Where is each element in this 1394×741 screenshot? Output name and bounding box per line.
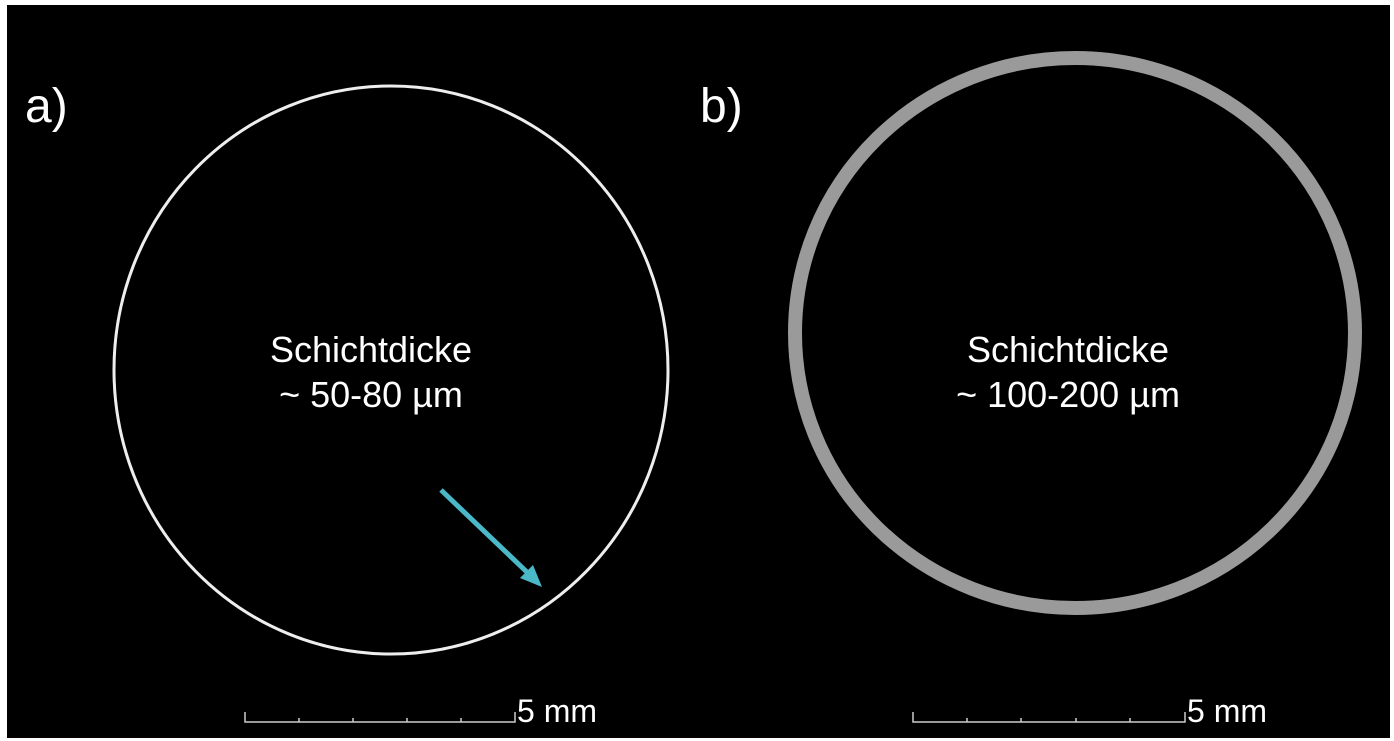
- caption: ~ 50-80 µm: [279, 374, 463, 415]
- background: [7, 5, 1390, 738]
- caption: ~ 100-200 µm: [956, 374, 1180, 415]
- scale-label: 5 mm: [1187, 693, 1267, 729]
- scale-label: 5 mm: [517, 693, 597, 729]
- caption: Schichtdicke: [270, 329, 472, 370]
- figure: a) Schichtdicke ~ 50-80 µm 5 mm b) Schic…: [0, 0, 1394, 741]
- caption: Schichtdicke: [967, 329, 1169, 370]
- panel-label: b): [700, 80, 743, 133]
- panel-label: a): [25, 80, 68, 133]
